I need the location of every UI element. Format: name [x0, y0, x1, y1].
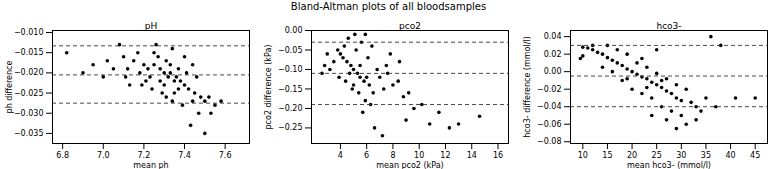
svg-text:−0.25: −0.25: [278, 123, 303, 132]
svg-text:−0.15: −0.15: [278, 85, 303, 94]
svg-text:20: 20: [627, 151, 637, 160]
svg-text:4: 4: [338, 151, 343, 160]
svg-text:14: 14: [467, 151, 477, 160]
svg-text:ph difference: ph difference: [5, 61, 14, 114]
svg-text:pH: pH: [145, 21, 157, 31]
svg-text:7.6: 7.6: [219, 151, 232, 160]
svg-text:−0.030: −0.030: [14, 109, 44, 118]
svg-text:30: 30: [676, 151, 686, 160]
svg-text:10: 10: [578, 151, 588, 160]
svg-text:12: 12: [440, 151, 450, 160]
svg-text:mean pco2 (kPa): mean pco2 (kPa): [376, 161, 443, 169]
svg-text:6.8: 6.8: [56, 151, 69, 160]
svg-text:8: 8: [390, 151, 395, 160]
svg-text:7.4: 7.4: [178, 151, 191, 160]
svg-text:40: 40: [725, 151, 735, 160]
svg-text:−0.04: −0.04: [537, 102, 562, 111]
svg-text:7.0: 7.0: [97, 151, 110, 160]
svg-text:35: 35: [701, 151, 711, 160]
svg-text:16: 16: [493, 151, 503, 160]
svg-text:6: 6: [364, 151, 369, 160]
svg-text:hco3-: hco3-: [656, 21, 681, 31]
svg-text:0.00: 0.00: [544, 67, 562, 76]
svg-text:10: 10: [414, 151, 424, 160]
svg-text:mean hco3- (mmol/l): mean hco3- (mmol/l): [627, 161, 711, 169]
svg-text:−0.025: −0.025: [14, 89, 44, 98]
svg-text:−0.06: −0.06: [537, 120, 562, 129]
svg-text:−0.05: −0.05: [278, 46, 303, 55]
svg-text:−0.20: −0.20: [278, 104, 303, 113]
svg-text:−0.08: −0.08: [537, 137, 562, 146]
svg-text:−0.010: −0.010: [14, 28, 44, 37]
svg-text:25: 25: [652, 151, 662, 160]
svg-text:−0.02: −0.02: [537, 85, 562, 94]
svg-text:mean ph: mean ph: [133, 161, 168, 169]
svg-text:hco3- difference (mmol/l): hco3- difference (mmol/l): [523, 36, 532, 137]
svg-text:−0.015: −0.015: [14, 48, 44, 57]
svg-text:0.04: 0.04: [544, 32, 562, 41]
svg-text:7.2: 7.2: [138, 151, 151, 160]
svg-text:−0.10: −0.10: [278, 65, 303, 74]
svg-text:−0.020: −0.020: [14, 68, 44, 77]
svg-text:pco2: pco2: [399, 21, 421, 31]
svg-text:−0.035: −0.035: [14, 129, 44, 138]
svg-text:0.02: 0.02: [544, 50, 562, 59]
svg-text:pco2 difference (kPa): pco2 difference (kPa): [264, 45, 273, 130]
svg-text:0.00: 0.00: [285, 26, 303, 35]
svg-text:15: 15: [602, 151, 612, 160]
html-text:Bland-Altman plots of all bloo: Bland-Altman plots of all bloodsamples: [290, 1, 487, 12]
svg-text:45: 45: [750, 151, 760, 160]
